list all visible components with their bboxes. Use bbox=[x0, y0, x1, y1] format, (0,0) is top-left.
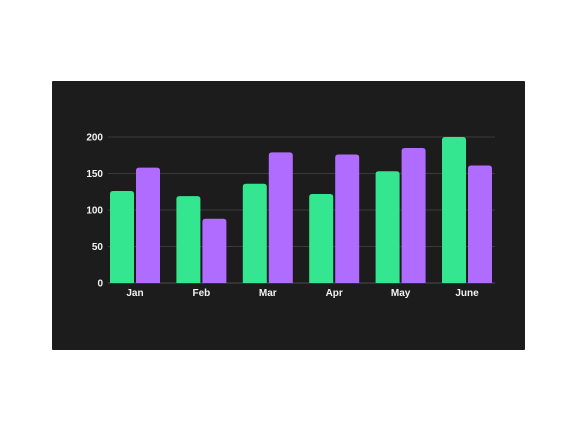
y-axis-ticks: 0 50 100 150 200 bbox=[86, 133, 103, 290]
bar-jan-series-1 bbox=[110, 191, 134, 283]
bar-apr-series-2 bbox=[335, 154, 360, 283]
x-tick-label: May bbox=[391, 288, 411, 299]
bar-apr-series-1 bbox=[309, 193, 334, 283]
x-tick-label: Apr bbox=[326, 288, 343, 299]
bar-feb-series-2 bbox=[202, 218, 227, 283]
bar-june-series-2 bbox=[468, 165, 492, 283]
x-tick-label: June bbox=[455, 288, 479, 299]
bar-chart: 0 50 100 150 200 Jan Feb Mar Apr May June bbox=[86, 133, 495, 299]
y-tick-label: 100 bbox=[86, 206, 103, 217]
bar-may-series-2 bbox=[401, 147, 426, 283]
y-tick-label: 0 bbox=[97, 279, 103, 290]
y-tick-label: 50 bbox=[92, 242, 104, 253]
bar-may-series-1 bbox=[375, 171, 400, 283]
bars bbox=[110, 137, 492, 283]
bar-feb-series-1 bbox=[176, 196, 201, 283]
bar-mar-series-2 bbox=[268, 152, 293, 283]
bar-june-series-1 bbox=[442, 137, 466, 283]
chart-panel: 0 50 100 150 200 Jan Feb Mar Apr May June bbox=[52, 81, 525, 350]
y-tick-label: 200 bbox=[86, 133, 103, 144]
y-tick-label: 150 bbox=[86, 169, 103, 180]
gridlines bbox=[108, 136, 495, 284]
x-tick-label: Feb bbox=[193, 288, 211, 299]
x-tick-label: Mar bbox=[259, 288, 277, 299]
x-tick-label: Jan bbox=[126, 288, 143, 299]
x-axis-ticks: Jan Feb Mar Apr May June bbox=[126, 288, 479, 299]
bar-jan-series-2 bbox=[136, 167, 160, 283]
bar-mar-series-1 bbox=[242, 183, 267, 283]
